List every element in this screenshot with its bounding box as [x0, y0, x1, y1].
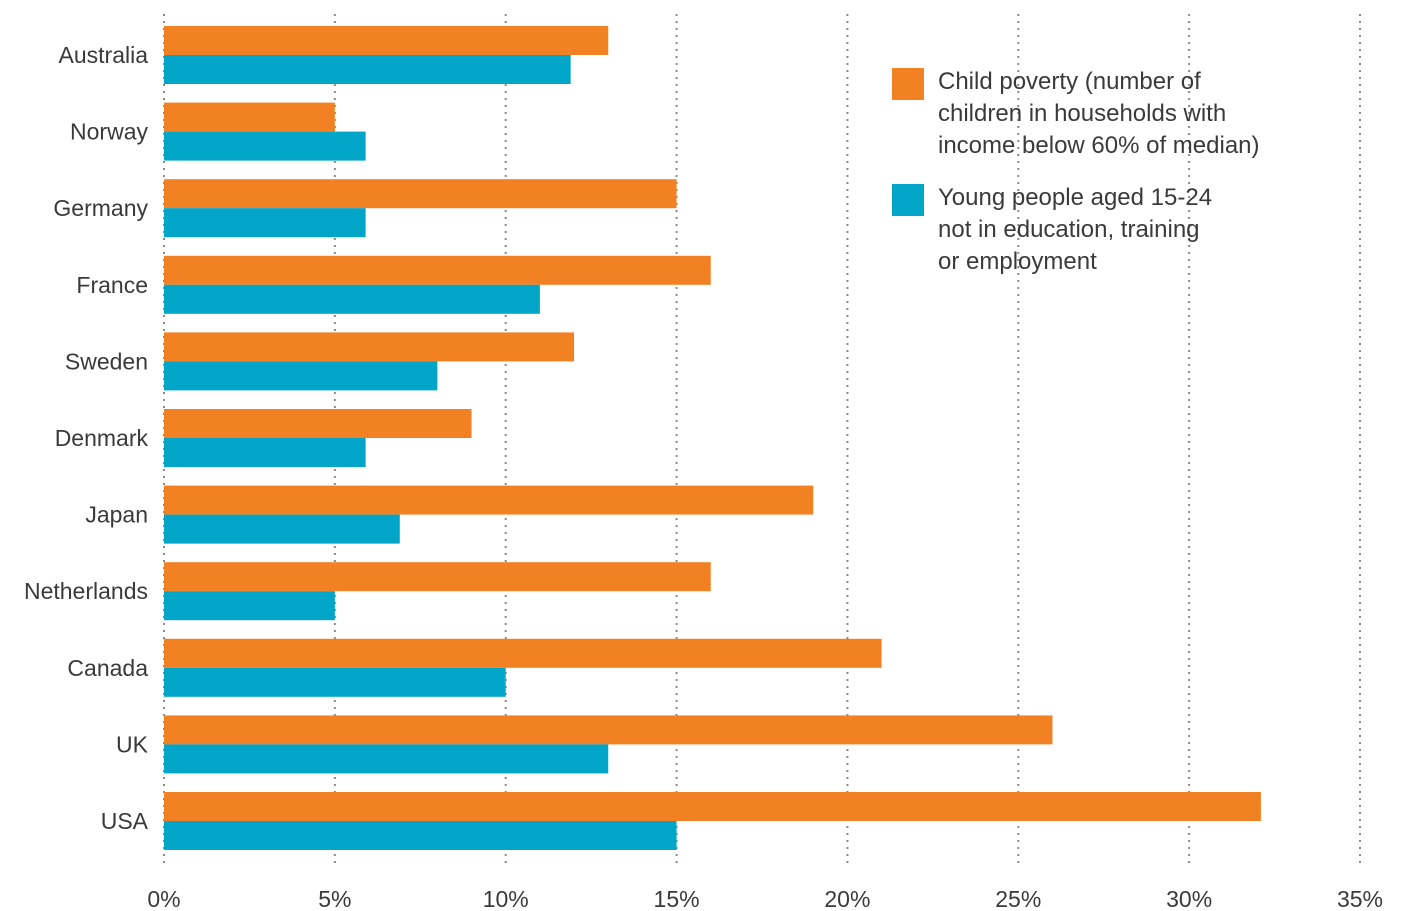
legend-item-young-people-neet: Young people aged 15-24 not in education…	[892, 182, 1312, 278]
x-tick-label-15: 15%	[654, 886, 700, 911]
x-axis-ticks: 0% 5% 10% 15% 20% 25% 30% 35%	[147, 886, 1383, 911]
bar-japan-young-people-neet	[164, 514, 400, 544]
bar-france-young-people-neet	[164, 284, 540, 314]
bar-norway-young-people-neet	[164, 131, 366, 161]
x-tick-label-25: 25%	[995, 886, 1041, 911]
legend-swatch-young-people-neet	[892, 184, 924, 216]
category-label-norway: Norway	[70, 119, 148, 145]
x-tick-label-35: 35%	[1337, 886, 1383, 911]
bar-uk-child-poverty	[164, 715, 1053, 745]
bar-australia-young-people-neet	[164, 55, 571, 84]
x-tick-label-30: 30%	[1166, 886, 1212, 911]
category-label-japan: Japan	[85, 502, 148, 528]
x-tick-label-10: 10%	[483, 886, 529, 911]
bar-canada-young-people-neet	[164, 667, 506, 697]
bar-japan-child-poverty	[164, 485, 814, 515]
category-label-sweden: Sweden	[65, 348, 148, 374]
category-label-denmark: Denmark	[55, 425, 149, 451]
bar-sweden-young-people-neet	[164, 361, 438, 391]
legend: Child poverty (number of children in hou…	[892, 66, 1312, 298]
category-label-australia: Australia	[59, 42, 149, 68]
bar-denmark-child-poverty	[164, 409, 472, 438]
bar-netherlands-young-people-neet	[164, 591, 335, 621]
bar-france-child-poverty	[164, 255, 711, 285]
bar-canada-child-poverty	[164, 638, 882, 668]
bar-usa-child-poverty	[164, 792, 1261, 821]
bar-uk-young-people-neet	[164, 744, 609, 774]
legend-swatch-child-poverty	[892, 68, 924, 100]
category-label-usa: USA	[101, 808, 149, 834]
legend-item-child-poverty: Child poverty (number of children in hou…	[892, 66, 1312, 162]
category-label-uk: UK	[116, 731, 149, 757]
bar-sweden-child-poverty	[164, 332, 575, 362]
category-label-germany: Germany	[53, 195, 148, 221]
category-labels: Australia Norway Germany France Sweden Denmar…	[24, 42, 149, 834]
category-label-netherlands: Netherlands	[24, 578, 148, 604]
bar-usa-young-people-neet	[164, 821, 677, 850]
x-tick-label-0: 0%	[147, 886, 180, 911]
category-label-france: France	[76, 272, 148, 298]
bar-layer	[164, 26, 1261, 850]
bar-australia-child-poverty	[164, 26, 609, 55]
bar-denmark-young-people-neet	[164, 438, 366, 467]
bar-norway-child-poverty	[164, 102, 335, 132]
bar-germany-young-people-neet	[164, 208, 366, 238]
x-tick-label-5: 5%	[318, 886, 351, 911]
bar-netherlands-child-poverty	[164, 562, 711, 592]
category-label-canada: Canada	[67, 655, 148, 681]
legend-label-young-people-neet: Young people aged 15-24 not in education…	[938, 184, 1213, 275]
bar-germany-child-poverty	[164, 179, 677, 209]
legend-label-child-poverty: Child poverty (number of children in hou…	[938, 68, 1260, 159]
x-tick-label-20: 20%	[824, 886, 870, 911]
